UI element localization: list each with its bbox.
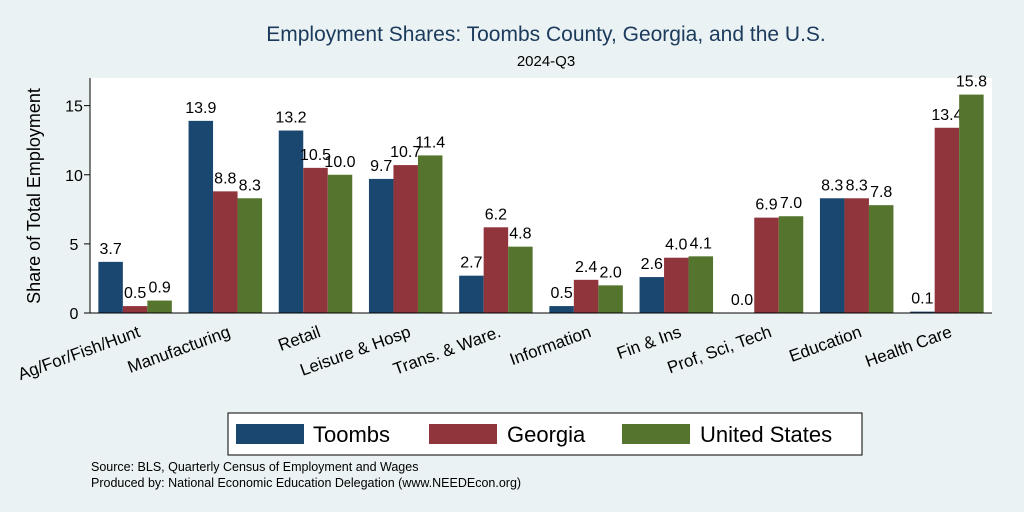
x-category-label: Prof, Sci, Tech [665,322,774,377]
bar-georgia [844,198,869,313]
bar-toombs [368,178,394,313]
data-label: 2.6 [641,256,663,273]
chart-subtitle: 2024-Q3 [517,53,575,70]
bar-georgia [213,191,238,313]
data-label: 15.8 [956,74,987,91]
data-label: 8.8 [214,170,236,187]
bar-georgia [122,306,148,313]
data-label: 6.9 [755,197,777,214]
bar-united-states [778,216,804,313]
legend-label: Georgia [507,422,586,447]
data-label: 2.7 [460,255,482,272]
bar-toombs [278,130,304,313]
data-label: 0.1 [911,291,933,308]
data-label: 13.2 [275,110,306,127]
data-label: 2.0 [599,264,621,281]
data-label: 3.7 [99,241,121,258]
bar-georgia [934,127,960,313]
data-label: 7.8 [870,184,892,201]
bar-georgia [573,279,599,313]
data-label: 8.3 [846,177,868,194]
data-label: 13.4 [931,107,962,124]
bar-georgia [754,217,779,313]
bar-united-states [868,205,894,313]
legend-label: United States [700,422,832,447]
bar-united-states [327,174,353,313]
y-tick-label: 5 [70,237,79,254]
bar-georgia [393,165,418,313]
bar-toombs [549,306,574,313]
y-tick-label: 15 [65,99,83,116]
bar-georgia [664,257,689,313]
data-label: 10.5 [300,147,331,164]
bar-united-states [508,246,533,313]
x-category-label: Information [507,322,593,369]
legend-swatch [622,424,690,444]
x-category-label: Ag/For/Fish/Hunt [15,322,142,384]
data-label: 7.0 [780,195,802,212]
bar-toombs [819,198,845,313]
data-label: 2.4 [575,259,597,276]
bar-georgia [483,227,509,313]
data-label: 9.7 [370,158,392,175]
data-label: 0.0 [731,292,753,309]
data-label: 0.5 [124,285,146,302]
bar-united-states [688,256,714,313]
bar-united-states [237,198,263,313]
bar-toombs [98,261,123,313]
source-line-1: Source: BLS, Quarterly Census of Employm… [91,460,418,474]
x-category-label: Retail [276,322,323,355]
legend-swatch [429,424,497,444]
y-tick-label: 10 [65,168,83,185]
data-label: 10.7 [390,144,421,161]
bar-united-states [598,285,623,313]
y-axis-label: Share of Total Employment [24,88,44,304]
source-line-2: Produced by: National Economic Education… [91,476,521,490]
x-category-label: Manufacturing [125,322,233,377]
data-label: 6.2 [485,206,507,223]
data-label: 11.4 [415,134,445,151]
bar-united-states [147,300,172,313]
y-tick-label: 0 [70,306,79,323]
bar-toombs [459,275,484,313]
bar-united-states [959,94,984,314]
data-label: 13.9 [185,100,216,117]
data-label: 0.9 [148,280,170,297]
bar-united-states [417,155,443,313]
legend: Toombs Georgia United States [227,412,863,456]
data-label: 4.1 [690,235,712,252]
legend-box [227,412,863,456]
data-label: 8.3 [821,177,843,194]
data-label: 4.0 [665,237,687,254]
chart-title: Employment Shares: Toombs County, Georgi… [266,23,826,46]
bar-georgia [303,167,328,313]
data-label: 0.5 [550,285,572,302]
data-label: 8.3 [239,177,261,194]
legend-label: Toombs [313,422,390,447]
x-category-label: Education [787,322,865,366]
legend-swatch [236,424,304,444]
bar-toombs [188,120,214,314]
data-label: 4.8 [509,226,531,243]
data-label: 10.0 [324,154,355,171]
x-category-label: Health Care [863,322,955,371]
bar-toombs [910,311,935,313]
bar-toombs [639,277,665,313]
